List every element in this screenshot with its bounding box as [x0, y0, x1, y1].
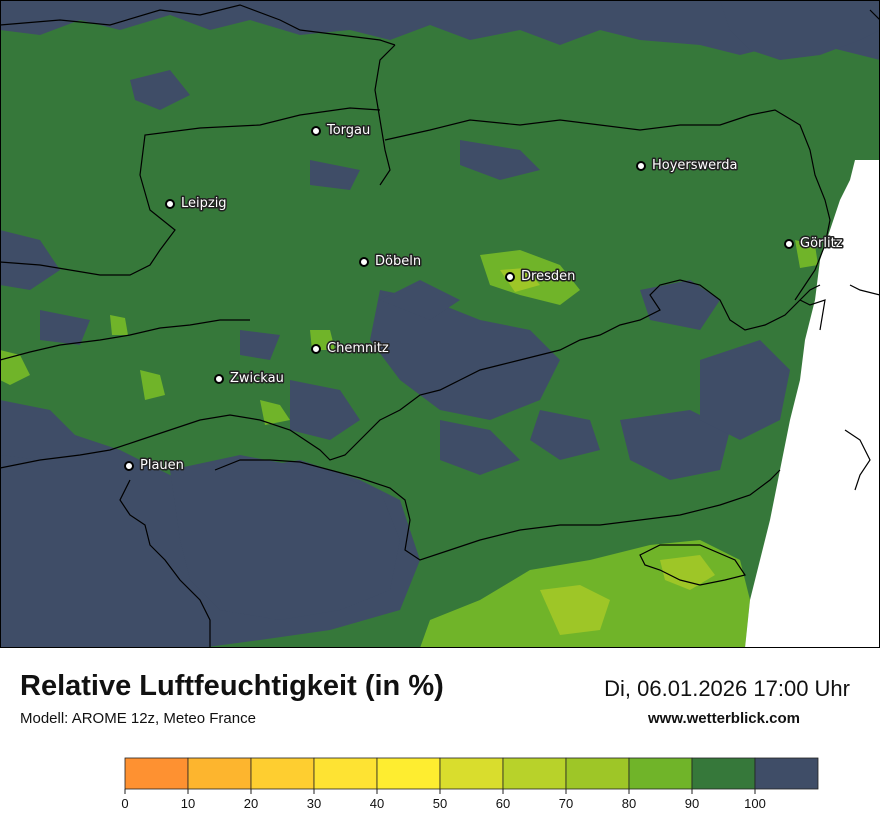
city-markers: Torgau Hoyerswerda Leipzig Döbeln Dresde… [124, 122, 844, 475]
city-label: Hoyerswerda [652, 158, 738, 173]
city-doebeln[interactable]: Döbeln [359, 253, 423, 271]
city-torgau[interactable]: Torgau [311, 122, 372, 140]
legend-tick-label: 30 [307, 796, 321, 811]
city-chemnitz[interactable]: Chemnitz [311, 340, 390, 358]
map-title: Relative Luftfeuchtigkeit (in %) [20, 670, 444, 702]
legend-swatch [628, 757, 693, 790]
legend-swatch [250, 757, 315, 790]
legend-tick-label: 60 [496, 796, 510, 811]
legend-tick-label: 40 [370, 796, 384, 811]
city-goerlitz[interactable]: Görlitz [784, 235, 844, 253]
legend-tick-label: 80 [622, 796, 636, 811]
humidity-zone-60-70 [500, 268, 715, 635]
city-label: Chemnitz [327, 341, 389, 356]
city-label: Görlitz [800, 236, 843, 251]
legend-swatch [376, 757, 441, 790]
humidity-zone-90-100 [0, 0, 880, 648]
model-subtitle: Modell: AROME 12z, Meteo France [20, 710, 256, 727]
legend-swatches [124, 757, 819, 790]
legend-swatch [565, 757, 630, 790]
city-dresden[interactable]: Dresden [505, 268, 577, 286]
legend-swatch [313, 757, 378, 790]
legend-swatch [187, 757, 252, 790]
legend-swatch [502, 757, 567, 790]
city-label: Leipzig [181, 196, 227, 211]
legend-swatch [124, 757, 189, 790]
city-label: Döbeln [375, 254, 421, 269]
city-plauen[interactable]: Plauen [124, 457, 185, 475]
humidity-map[interactable]: Torgau Hoyerswerda Leipzig Döbeln Dresde… [0, 0, 880, 648]
city-leipzig[interactable]: Leipzig [165, 195, 228, 213]
legend-tick-label: 100 [744, 796, 766, 811]
city-zwickau[interactable]: Zwickau [214, 370, 285, 388]
city-label: Plauen [140, 458, 184, 473]
footer: Relative Luftfeuchtigkeit (in %) Modell:… [0, 648, 880, 830]
website-link[interactable]: www.wetterblick.com [648, 710, 800, 727]
forecast-datetime: Di, 06.01.2026 17:00 Uhr [604, 676, 850, 701]
borders [0, 4, 880, 648]
legend-swatch [691, 757, 756, 790]
legend-tick-label: 90 [685, 796, 699, 811]
legend-tick-label: 50 [433, 796, 447, 811]
legend-ticks: 0 10 20 30 40 50 60 70 80 90 100 [121, 789, 766, 811]
legend-swatch [439, 757, 504, 790]
legend-tick-label: 0 [121, 796, 128, 811]
city-label: Dresden [521, 269, 575, 284]
city-hoyerswerda[interactable]: Hoyerswerda [636, 157, 739, 175]
color-legend: 0 10 20 30 40 50 60 70 80 90 100 [121, 757, 819, 811]
city-label: Torgau [326, 123, 370, 138]
legend-tick-label: 70 [559, 796, 573, 811]
legend-swatch [754, 757, 819, 790]
outside-model-area [745, 160, 880, 648]
legend-tick-label: 20 [244, 796, 258, 811]
legend-tick-label: 10 [181, 796, 195, 811]
city-label: Zwickau [230, 371, 284, 386]
